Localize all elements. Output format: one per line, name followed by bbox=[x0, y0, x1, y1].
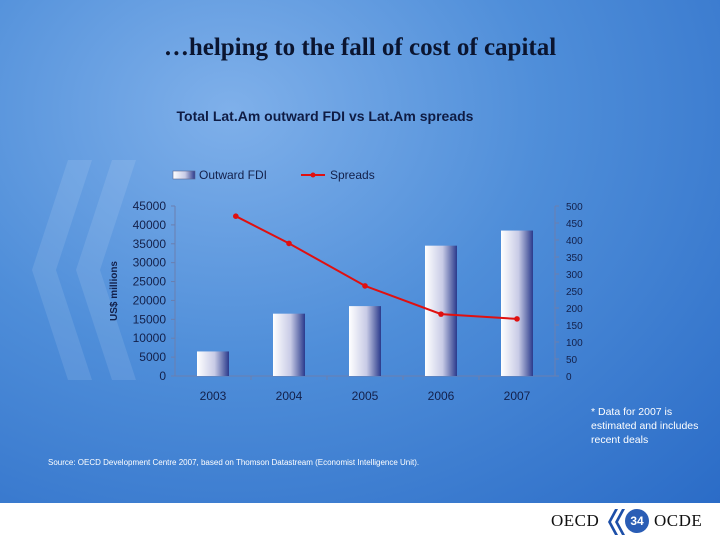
y-tick-label-left: 35000 bbox=[133, 237, 167, 251]
y-tick-label-left: 40000 bbox=[133, 218, 167, 232]
y-tick-label-right: 0 bbox=[566, 372, 572, 383]
y-tick-label-right: 450 bbox=[566, 219, 583, 230]
bar-outward-fdi bbox=[273, 313, 305, 376]
line-spreads bbox=[235, 215, 518, 320]
legend-swatch-outward-fdi bbox=[172, 170, 196, 180]
x-tick-label: 2007 bbox=[504, 389, 531, 403]
page-number-badge: 34 bbox=[625, 509, 649, 533]
y-tick-label-right: 150 bbox=[566, 321, 583, 332]
y-axis-title: US$ millions bbox=[109, 261, 120, 321]
y-tick-label-right: 50 bbox=[566, 355, 578, 366]
bar-outward-fdi bbox=[349, 306, 381, 376]
point-spreads bbox=[362, 283, 368, 289]
footnote-line: recent deals bbox=[591, 434, 648, 446]
y-tick-label-left: 15000 bbox=[133, 312, 167, 326]
x-tick-label: 2003 bbox=[200, 389, 227, 403]
source-note: Source: OECD Development Centre 2007, ba… bbox=[48, 458, 419, 467]
chart: Total Lat.Am outward FDI vs Lat.Am sprea… bbox=[48, 108, 698, 467]
point-spreads bbox=[286, 240, 292, 247]
chart-title: Total Lat.Am outward FDI vs Lat.Am sprea… bbox=[177, 108, 474, 124]
slide-title: …helping to the fall of cost of capital bbox=[163, 34, 557, 61]
footer-bar: OECD 34 OCDE bbox=[0, 503, 720, 540]
legend-marker-spreads bbox=[310, 172, 316, 178]
slide-background: …helping to the fall of cost of capital … bbox=[0, 0, 720, 503]
point-spreads bbox=[438, 311, 444, 317]
y-tick-label-left: 30000 bbox=[133, 256, 167, 270]
bar-outward-fdi bbox=[501, 230, 533, 376]
y-tick-label-right: 250 bbox=[566, 287, 583, 298]
y-tick-label-left: 5000 bbox=[139, 350, 166, 364]
y-tick-label-right: 400 bbox=[566, 236, 583, 247]
oecd-chevron-watermark bbox=[0, 0, 720, 503]
oecd-logo-icon bbox=[608, 509, 625, 535]
oecd-brand-text: OECD bbox=[551, 511, 600, 530]
y-tick-label-left: 25000 bbox=[133, 275, 167, 289]
y-tick-label-right: 100 bbox=[566, 338, 583, 349]
y-tick-label-right: 500 bbox=[566, 202, 583, 213]
point-spreads bbox=[514, 316, 520, 322]
y-tick-label-left: 20000 bbox=[133, 293, 167, 307]
y-tick-label-left: 0 bbox=[159, 369, 166, 383]
footnote-line: estimated and includes bbox=[591, 420, 698, 432]
y-tick-label-right: 350 bbox=[566, 253, 583, 264]
y-tick-label-left: 45000 bbox=[133, 199, 167, 213]
x-tick-label: 2005 bbox=[352, 389, 379, 403]
legend-label-outward-fdi: Outward FDI bbox=[199, 168, 267, 182]
y-tick-label-right: 200 bbox=[566, 304, 583, 315]
x-tick-label: 2004 bbox=[276, 389, 303, 403]
ocde-brand-text: OCDE bbox=[654, 511, 703, 530]
bar-outward-fdi bbox=[197, 351, 229, 376]
point-spreads bbox=[233, 213, 239, 219]
footnote-line: * Data for 2007 is bbox=[591, 406, 672, 418]
x-tick-label: 2006 bbox=[428, 389, 455, 403]
y-tick-label-right: 300 bbox=[566, 270, 583, 281]
y-tick-label-left: 10000 bbox=[133, 331, 167, 345]
legend-label-spreads: Spreads bbox=[330, 168, 375, 182]
